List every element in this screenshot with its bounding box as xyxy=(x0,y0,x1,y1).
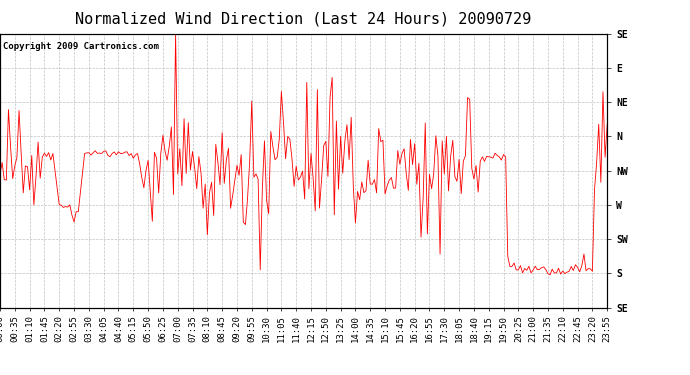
Text: Normalized Wind Direction (Last 24 Hours) 20090729: Normalized Wind Direction (Last 24 Hours… xyxy=(75,11,532,26)
Text: Copyright 2009 Cartronics.com: Copyright 2009 Cartronics.com xyxy=(3,42,159,51)
